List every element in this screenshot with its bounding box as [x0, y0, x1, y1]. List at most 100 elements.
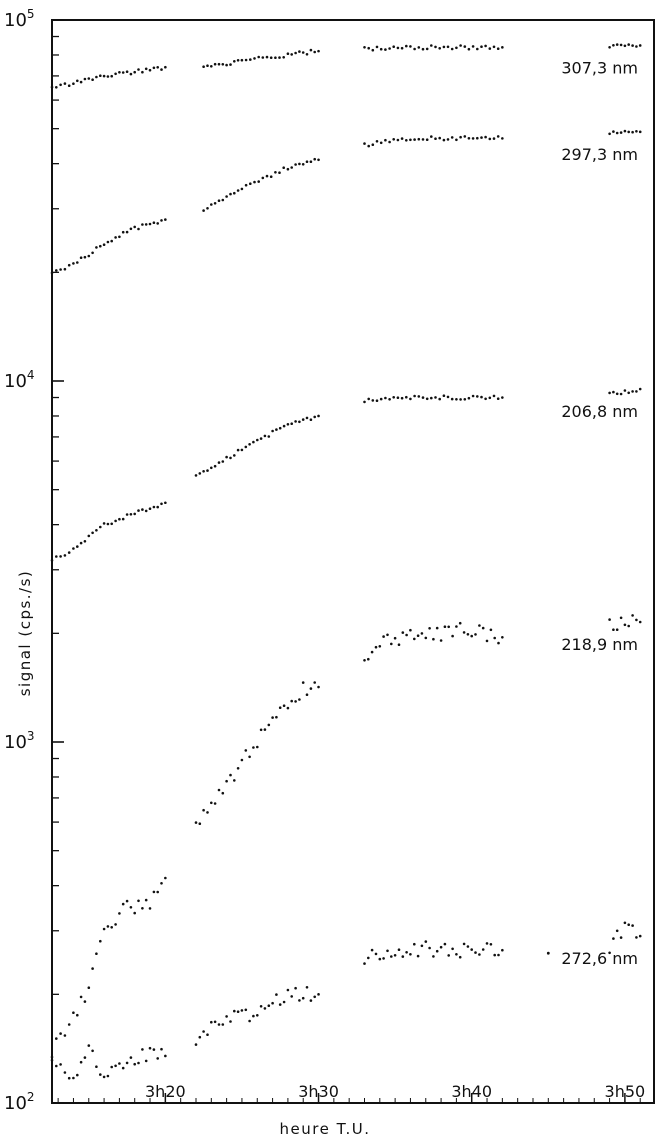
data-point [102, 1075, 106, 1079]
data-point [496, 397, 500, 401]
data-point [501, 396, 504, 399]
data-point [485, 639, 489, 643]
data-point [99, 525, 102, 529]
data-point [367, 144, 371, 148]
data-point [546, 951, 550, 955]
data-point [67, 1023, 71, 1026]
data-point [309, 999, 313, 1002]
data-point [485, 942, 489, 945]
x-axis-ticks: 3h20 3h30 3h40 3h50 [57, 1082, 645, 1103]
data-point [118, 1062, 121, 1065]
data-point [79, 80, 83, 84]
data-point [392, 45, 396, 48]
data-point [229, 773, 232, 777]
data-point [129, 227, 133, 231]
data-point [102, 522, 106, 525]
data-point [278, 1003, 282, 1006]
data-point [198, 472, 202, 475]
data-point [612, 390, 615, 394]
data-point [397, 643, 401, 646]
data-point [363, 659, 366, 662]
data-point [367, 657, 370, 661]
data-point [455, 953, 458, 956]
data-point [386, 633, 389, 637]
data-point [488, 396, 492, 400]
data-point [91, 78, 94, 81]
data-point [313, 995, 317, 999]
data-point [413, 47, 416, 51]
data-point [484, 397, 487, 401]
data-point [378, 957, 382, 961]
data-point [447, 954, 451, 957]
data-point [363, 400, 366, 404]
series-label: 206,8 nm [561, 402, 638, 421]
data-point [313, 681, 317, 684]
data-point [467, 137, 471, 140]
data-point [400, 396, 404, 400]
data-point [476, 395, 479, 398]
data-point [102, 74, 106, 78]
data-point [432, 637, 435, 641]
data-point [221, 63, 225, 66]
data-point [496, 47, 500, 50]
data-point [206, 207, 209, 210]
series-label: 297,3 nm [561, 145, 638, 164]
data-point [627, 624, 630, 628]
data-point [434, 396, 437, 399]
data-point [271, 716, 274, 719]
data-point [148, 1046, 152, 1050]
data-point [442, 138, 446, 142]
data-point [474, 951, 477, 954]
data-point [627, 130, 630, 134]
data-point [252, 1014, 255, 1018]
data-point [313, 415, 317, 419]
data-point [233, 779, 236, 782]
data-point [367, 397, 371, 401]
data-point [631, 614, 634, 617]
data-point [294, 986, 297, 990]
data-point [274, 171, 277, 174]
data-point [393, 954, 397, 957]
data-point [244, 183, 248, 187]
data-points [50, 43, 642, 1080]
series-label: 307,3 nm [561, 58, 638, 77]
data-point [141, 1048, 144, 1051]
data-point [282, 166, 286, 169]
data-point [91, 531, 94, 535]
data-point [497, 953, 500, 957]
data-point [202, 209, 205, 212]
data-point [229, 63, 232, 66]
data-point [375, 45, 379, 49]
data-point [608, 46, 611, 49]
data-point [298, 162, 301, 166]
data-point [87, 986, 91, 989]
data-point [317, 158, 320, 162]
data-point [481, 626, 485, 630]
data-point [148, 222, 152, 226]
data-point [229, 456, 232, 460]
data-point [164, 65, 167, 69]
data-point [91, 251, 94, 255]
data-point [164, 876, 167, 880]
data-point [267, 723, 271, 727]
data-point [282, 704, 286, 707]
data-point [290, 699, 294, 703]
data-point [434, 137, 437, 140]
data-point [217, 199, 221, 202]
data-point [282, 424, 286, 428]
data-point [420, 632, 424, 635]
data-point [99, 939, 102, 943]
data-point [217, 461, 221, 464]
x-tick-label: 3h20 [145, 1082, 186, 1101]
data-point [210, 203, 213, 206]
data-point [99, 1073, 102, 1076]
data-point [430, 396, 433, 400]
data-point [110, 1065, 113, 1069]
data-point [416, 954, 420, 958]
data-point [55, 555, 58, 558]
data-point [236, 1010, 240, 1013]
data-point [317, 685, 320, 689]
data-point [455, 398, 458, 401]
data-point [257, 55, 261, 59]
